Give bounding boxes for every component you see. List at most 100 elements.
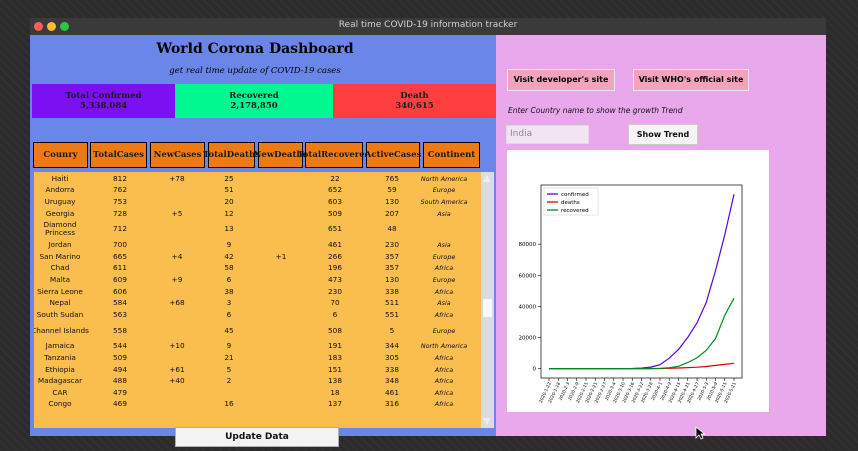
- table-row[interactable]: Channel Islands 558 45 508 5 Europe: [34, 321, 481, 341]
- stat-recovered-value: 2,178,850: [230, 101, 278, 111]
- table-row[interactable]: South Sudan 563 6 6 551 Africa: [34, 309, 481, 321]
- table-cell: 2: [226, 376, 232, 386]
- column-header: New Cases: [150, 142, 205, 168]
- table-cell: 357: [385, 251, 399, 261]
- table-cell: 151: [328, 364, 342, 374]
- table-cell: [261, 352, 301, 364]
- table-cell: 652: [328, 185, 342, 195]
- maximize-window-button[interactable]: [60, 22, 69, 31]
- table-cell: Europe: [432, 326, 456, 335]
- visit-who-button[interactable]: Visit WHO's official site: [633, 69, 749, 91]
- column-header-text: Recovered: [321, 149, 371, 160]
- scroll-down-icon[interactable]: [483, 418, 491, 425]
- table-cell: [261, 173, 301, 185]
- table-cell: Africa: [434, 388, 454, 397]
- table-cell: 183: [328, 352, 342, 362]
- table-cell: 348: [385, 376, 399, 386]
- table-row[interactable]: Andorra 762 51 652 59 Europe: [34, 185, 481, 197]
- legend-label-confirmed: confirmed: [561, 192, 589, 198]
- table-cell: 51: [224, 185, 234, 195]
- table-cell: 58: [224, 263, 234, 273]
- table-cell: [157, 321, 197, 341]
- table-cell: Africa: [434, 365, 454, 374]
- table-cell: +1: [275, 251, 287, 261]
- table-cell: [261, 321, 301, 341]
- stat-recovered-label: Recovered: [229, 91, 279, 101]
- table-cell: Africa: [434, 353, 454, 362]
- table-cell: [415, 219, 473, 239]
- table-cell: Haiti: [51, 173, 69, 183]
- table-cell: 59: [387, 185, 397, 195]
- column-header: Total Deaths: [203, 142, 260, 168]
- table-cell: 20: [224, 196, 234, 206]
- country-table[interactable]: Haiti 812 +78 25 22 765 North America Andorra 76…: [34, 172, 481, 428]
- country-input[interactable]: India: [506, 125, 589, 144]
- table-cell: [261, 185, 301, 197]
- table-cell: 563: [113, 309, 127, 319]
- column-header: Coun ry: [33, 142, 88, 168]
- minimize-window-button[interactable]: [47, 22, 56, 31]
- update-data-button[interactable]: Update Data: [175, 427, 339, 447]
- table-row[interactable]: Malta 609 +9 6 473 130 Europe: [34, 274, 481, 286]
- table-row[interactable]: Tanzania 509 21 183 305 Africa: [34, 352, 481, 364]
- table-cell: [157, 219, 197, 239]
- table-row[interactable]: Haiti 812 +78 25 22 765 North America: [34, 173, 481, 185]
- table-cell: [261, 297, 301, 309]
- table-cell: Diamond Princess: [43, 220, 77, 238]
- table-cell: [157, 239, 197, 251]
- stat-confirmed-label: Total Confirmed: [65, 91, 142, 101]
- table-cell: 544: [113, 341, 127, 351]
- table-cell: Sierra Leone: [37, 286, 83, 296]
- table-cell: Asia: [437, 209, 451, 218]
- table-cell: 606: [113, 286, 127, 296]
- table-row[interactable]: Diamond Princess 712 13 651 48: [34, 219, 481, 239]
- table-row[interactable]: Ethiopia 494 +61 5 151 338 Africa: [34, 364, 481, 376]
- table-row[interactable]: Jamaica 544 +10 9 191 344 North America: [34, 341, 481, 353]
- table-cell: 357: [385, 263, 399, 273]
- table-cell: 138: [328, 376, 342, 386]
- table-cell: [261, 309, 301, 321]
- table-cell: 765: [385, 173, 399, 183]
- table-row[interactable]: Madagascar 488 +40 2 138 348 Africa: [34, 375, 481, 387]
- table-cell: [261, 219, 301, 239]
- table-cell: 511: [385, 298, 399, 308]
- stat-recovered: Recovered 2,178,850: [175, 84, 333, 118]
- table-row[interactable]: Uruguay 753 20 603 130 South America: [34, 196, 481, 208]
- column-header: Total Cases: [90, 142, 147, 168]
- table-cell: 137: [328, 399, 342, 409]
- table-row[interactable]: Nepal 584 +68 3 70 511 Asia: [34, 297, 481, 309]
- scroll-up-icon[interactable]: [483, 175, 491, 182]
- table-cell: [261, 364, 301, 376]
- close-window-button[interactable]: [34, 22, 43, 31]
- show-trend-button[interactable]: Show Trend: [628, 124, 698, 145]
- table-cell: 494: [113, 364, 127, 374]
- table-cell: Uruguay: [44, 196, 76, 206]
- table-cell: Africa: [434, 264, 454, 273]
- column-header-text: New: [153, 149, 175, 160]
- table-cell: Chad: [50, 263, 70, 273]
- table-row[interactable]: Congo 469 16 137 316 Africa: [34, 399, 481, 411]
- table-cell: 16: [224, 399, 234, 409]
- column-header-text: Deaths: [274, 149, 308, 160]
- stat-death: Death 340,615: [333, 84, 496, 118]
- column-header-text: Total: [297, 149, 322, 160]
- table-row[interactable]: Chad 611 58 196 357 Africa: [34, 263, 481, 275]
- table-row[interactable]: Sierra Leone 606 38 230 338 Africa: [34, 286, 481, 298]
- title-bar: Real time COVID-19 information tracker: [30, 18, 826, 35]
- dashboard-panel: World Corona Dashboard get real time upd…: [30, 35, 496, 447]
- table-cell: 12: [224, 208, 234, 218]
- table-row[interactable]: CAR 479 18 461 Africa: [34, 387, 481, 399]
- table-cell: Europe: [432, 275, 456, 284]
- table-cell: Asia: [437, 241, 451, 250]
- table-cell: 584: [113, 298, 127, 308]
- table-cell: 762: [113, 185, 127, 195]
- column-header: Total Recovered: [297, 142, 371, 168]
- table-row[interactable]: San Marino 665 +4 42 +1 266 357 Europe: [34, 251, 481, 263]
- table-row[interactable]: Jordan 700 9 461 230 Asia: [34, 239, 481, 251]
- scrollbar-thumb[interactable]: [483, 299, 492, 317]
- table-scrollbar[interactable]: [481, 172, 494, 428]
- visit-developer-button[interactable]: Visit developer's site: [507, 69, 615, 91]
- y-tick-label: 0: [533, 367, 537, 373]
- table-row[interactable]: Georgia 728 +5 12 509 207 Asia: [34, 208, 481, 220]
- table-cell: [157, 263, 197, 275]
